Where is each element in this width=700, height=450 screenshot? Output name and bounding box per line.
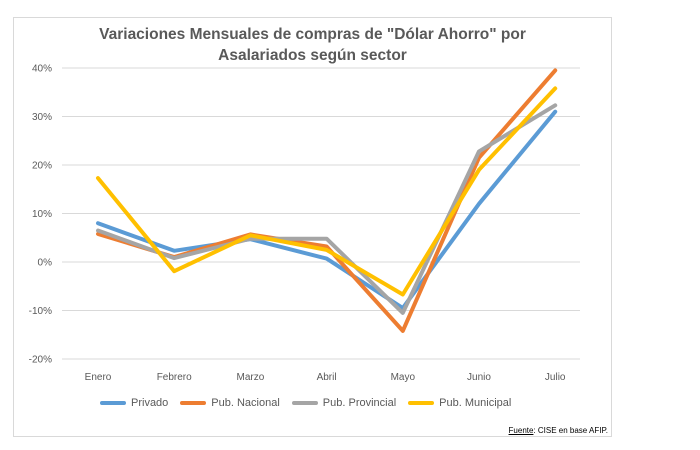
x-tick-label: Marzo (237, 372, 265, 383)
y-tick-label: 10% (32, 209, 52, 220)
source-note: Fuente: CISE en base AFIP. (509, 426, 608, 435)
legend-swatch (408, 401, 435, 405)
y-tick-label: 40% (32, 64, 52, 75)
x-tick-label: Julio (545, 372, 566, 383)
series-line-pub-nacional (96, 68, 558, 333)
y-tick-label: -20% (29, 355, 52, 366)
chart-title: Variaciones Mensuales de compras de "Dól… (13, 24, 612, 66)
legend-item: Privado (100, 397, 168, 409)
x-tick-label: Enero (85, 372, 112, 383)
series-line-privado (96, 109, 558, 311)
legend-item: Pub. Nacional (180, 397, 280, 409)
chart-title-line-1: Variaciones Mensuales de compras de "Dól… (99, 26, 526, 43)
source-label: Fuente (508, 426, 534, 435)
legend-item: Pub. Provincial (291, 397, 397, 409)
legend-label: Pub. Provincial (322, 397, 397, 409)
y-tick-label: -10% (29, 306, 52, 317)
legend-swatch (180, 401, 207, 405)
legend-swatch (291, 401, 318, 405)
y-tick-label: 0% (38, 258, 53, 269)
source-text: : CISE en base AFIP. (533, 426, 608, 435)
chart-legend: Privado Pub. Nacional Pub. Provincial Pub. … (100, 395, 523, 411)
legend-item: Pub. Municipal (408, 397, 511, 409)
x-tick-label: Febrero (157, 372, 192, 383)
legend-label: Pub. Municipal (439, 397, 512, 409)
x-tick-label: Mayo (391, 372, 416, 383)
legend-label: Pub. Nacional (211, 397, 280, 409)
x-tick-label: Abril (317, 372, 337, 383)
legend-swatch (100, 401, 126, 405)
y-tick-label: 30% (32, 112, 52, 123)
series-line-pub-provincial (96, 103, 558, 315)
x-tick-label: Junio (467, 372, 491, 383)
legend-label: Privado (131, 397, 169, 409)
y-tick-label: 20% (32, 161, 52, 172)
series-line-pub-municipal (96, 86, 558, 297)
chart-title-line-2: Asalariados según sector (218, 47, 407, 64)
